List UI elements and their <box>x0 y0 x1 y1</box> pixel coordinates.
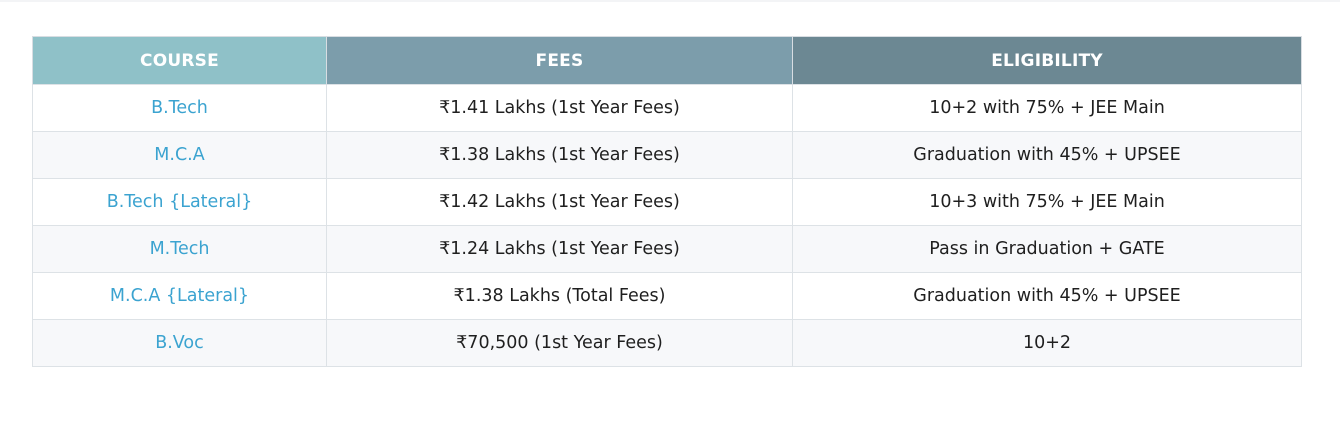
eligibility-cell: Graduation with 45% + UPSEE <box>792 272 1302 320</box>
table-header: COURSE FEES ELIGIBILITY <box>32 36 1302 85</box>
fees-cell: ₹1.41 Lakhs (1st Year Fees) <box>326 84 793 132</box>
column-header-fees: FEES <box>326 36 793 85</box>
eligibility-cell: 10+2 with 75% + JEE Main <box>792 84 1302 132</box>
fees-cell: ₹1.38 Lakhs (Total Fees) <box>326 272 793 320</box>
course-link[interactable]: M.C.A <box>32 131 327 179</box>
eligibility-cell: Graduation with 45% + UPSEE <box>792 131 1302 179</box>
fees-table-container: COURSE FEES ELIGIBILITY B.Tech ₹1.41 Lak… <box>32 36 1302 367</box>
column-header-course: COURSE <box>32 36 327 85</box>
course-link[interactable]: M.Tech <box>32 225 327 273</box>
table-row: B.Tech {Lateral} ₹1.42 Lakhs (1st Year F… <box>32 178 1302 226</box>
course-link[interactable]: B.Voc <box>32 319 327 367</box>
table-body: B.Tech ₹1.41 Lakhs (1st Year Fees) 10+2 … <box>32 84 1302 367</box>
course-link[interactable]: M.C.A {Lateral} <box>32 272 327 320</box>
fees-cell: ₹1.38 Lakhs (1st Year Fees) <box>326 131 793 179</box>
fees-cell: ₹70,500 (1st Year Fees) <box>326 319 793 367</box>
table-row: M.Tech ₹1.24 Lakhs (1st Year Fees) Pass … <box>32 225 1302 273</box>
top-divider <box>0 0 1340 2</box>
table-row: B.Voc ₹70,500 (1st Year Fees) 10+2 <box>32 319 1302 367</box>
fees-table: COURSE FEES ELIGIBILITY B.Tech ₹1.41 Lak… <box>32 36 1302 367</box>
table-row: M.C.A {Lateral} ₹1.38 Lakhs (Total Fees)… <box>32 272 1302 320</box>
fees-cell: ₹1.24 Lakhs (1st Year Fees) <box>326 225 793 273</box>
table-header-row: COURSE FEES ELIGIBILITY <box>32 36 1302 85</box>
course-link[interactable]: B.Tech {Lateral} <box>32 178 327 226</box>
eligibility-cell: 10+2 <box>792 319 1302 367</box>
course-link[interactable]: B.Tech <box>32 84 327 132</box>
table-row: B.Tech ₹1.41 Lakhs (1st Year Fees) 10+2 … <box>32 84 1302 132</box>
eligibility-cell: 10+3 with 75% + JEE Main <box>792 178 1302 226</box>
table-row: M.C.A ₹1.38 Lakhs (1st Year Fees) Gradua… <box>32 131 1302 179</box>
fees-cell: ₹1.42 Lakhs (1st Year Fees) <box>326 178 793 226</box>
eligibility-cell: Pass in Graduation + GATE <box>792 225 1302 273</box>
column-header-eligibility: ELIGIBILITY <box>792 36 1302 85</box>
